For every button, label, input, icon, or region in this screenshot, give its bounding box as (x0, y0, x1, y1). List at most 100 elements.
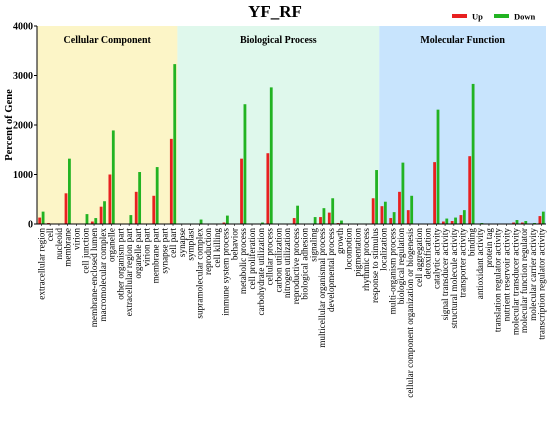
section-background (177, 26, 380, 224)
bar-up (134, 191, 138, 224)
x-tick-label: nutrient reservoir activity (502, 228, 512, 322)
x-tick-label: detoxification (423, 228, 433, 279)
section-label: Cellular Component (64, 35, 152, 46)
bar-down (94, 218, 98, 224)
x-tick-label: metabolic process (238, 228, 248, 295)
y-tick-label: 3000 (13, 71, 33, 82)
x-tick-label: multicellular organismal process (317, 228, 327, 348)
bar-up (38, 217, 42, 224)
y-tick-labels: 0 1000 2000 3000 4000 (13, 22, 33, 231)
x-tick-label: molecular function regulator (519, 228, 529, 333)
x-tick-label: protein tag (484, 228, 494, 268)
x-tick-label: molecular carrier activity (528, 228, 538, 321)
bar-down (138, 172, 142, 224)
bar-down (243, 104, 247, 224)
bar-up (222, 222, 226, 224)
x-tick-label: virion (71, 228, 81, 250)
bar-down (313, 217, 317, 224)
axes (34, 25, 546, 226)
x-tick-label: organelle (107, 228, 117, 262)
bar-down (471, 83, 475, 224)
x-tick-label: antioxidant activity (475, 228, 485, 300)
bar-down (322, 208, 326, 224)
x-tick-label: membrane-enclosed lumen (89, 228, 99, 328)
bar-up (389, 218, 393, 224)
x-tick-label: nucleoid (54, 228, 64, 260)
bar-down (436, 109, 440, 224)
bar-up (108, 174, 112, 224)
y-axis-label: Percent of Gene (4, 89, 15, 161)
bar-down (111, 130, 115, 224)
section-background (379, 26, 546, 224)
x-tick-label: organelle part (133, 228, 143, 279)
bar-down (199, 219, 203, 224)
legend-swatch (494, 14, 509, 18)
section-backgrounds (37, 26, 546, 224)
x-tick-label: carbon utilization (273, 228, 283, 293)
bars (38, 64, 545, 225)
bar-down (383, 201, 387, 224)
bar-up (152, 195, 156, 224)
x-tick-label: rhythmic process (361, 228, 371, 291)
y-tick-label: 4000 (13, 22, 33, 33)
x-tick-label: growth (335, 228, 345, 254)
x-tick-label: symplast (186, 228, 196, 261)
bar-up (319, 217, 322, 224)
x-tick-label: molecular transducer activity (510, 228, 520, 336)
x-tick-label: locomotion (344, 228, 354, 270)
bar-down (85, 214, 89, 224)
x-tick-label: binding (466, 228, 476, 256)
bar-down (225, 215, 229, 224)
bar-down (261, 222, 264, 224)
bar-up (371, 198, 375, 224)
section-label: Molecular Function (420, 35, 505, 46)
bar-up (433, 162, 437, 224)
legend-label: Up (472, 12, 483, 22)
bar-up (406, 210, 410, 224)
bar-down (524, 221, 528, 224)
x-tick-label: structural molecule activity (449, 228, 459, 329)
bar-down (103, 201, 106, 224)
bar-down (392, 212, 396, 224)
x-tick-label: cellular process (265, 228, 275, 286)
x-tick-label: nitrogen utilization (282, 228, 292, 299)
x-tick-label: cell junction (80, 228, 90, 274)
bar-down (375, 170, 378, 224)
x-tick-label: membrane (63, 228, 73, 267)
bar-down (410, 195, 414, 224)
bar-up (240, 158, 243, 224)
x-tick-label: localization (379, 228, 389, 271)
x-tick-label: cell proliferation (247, 228, 257, 290)
x-tick-labels: extracellular regioncellnucleoidmembrane… (36, 228, 546, 398)
x-tick-label: virion part (142, 228, 152, 267)
x-tick-label: response to stimulus (370, 228, 380, 303)
bar-down (269, 87, 273, 224)
bar-up (266, 153, 270, 224)
legend-swatch (452, 14, 467, 18)
bar-up (468, 156, 472, 224)
x-tick-label: signaling (308, 228, 318, 262)
legend-label: Down (514, 12, 536, 22)
y-tick-label: 1000 (13, 170, 33, 181)
bar-up (169, 138, 173, 224)
bar-up (398, 191, 401, 224)
bar-down (296, 205, 299, 224)
bar-down (401, 162, 405, 224)
x-tick-label: synapse part (159, 228, 169, 274)
x-tick-label: biological regulation (396, 228, 406, 305)
x-tick-label: synapse (177, 228, 187, 257)
bar-down (41, 211, 45, 224)
x-tick-label: catalytic activity (431, 228, 441, 289)
x-tick-label: reproductive process (291, 228, 301, 305)
bar-up (64, 193, 68, 224)
x-tick-label: carbohydrate utilization (256, 228, 266, 316)
bar-down (462, 210, 466, 224)
x-tick-label: translation regulator activity (493, 228, 503, 332)
chart-title: YF_RF (248, 2, 302, 21)
bar-down (155, 167, 159, 224)
bar-up (327, 212, 331, 224)
bar-up (380, 206, 384, 224)
x-tick-label: transcription regulator activity (537, 228, 547, 340)
x-tick-label: pigmentation (352, 228, 362, 277)
